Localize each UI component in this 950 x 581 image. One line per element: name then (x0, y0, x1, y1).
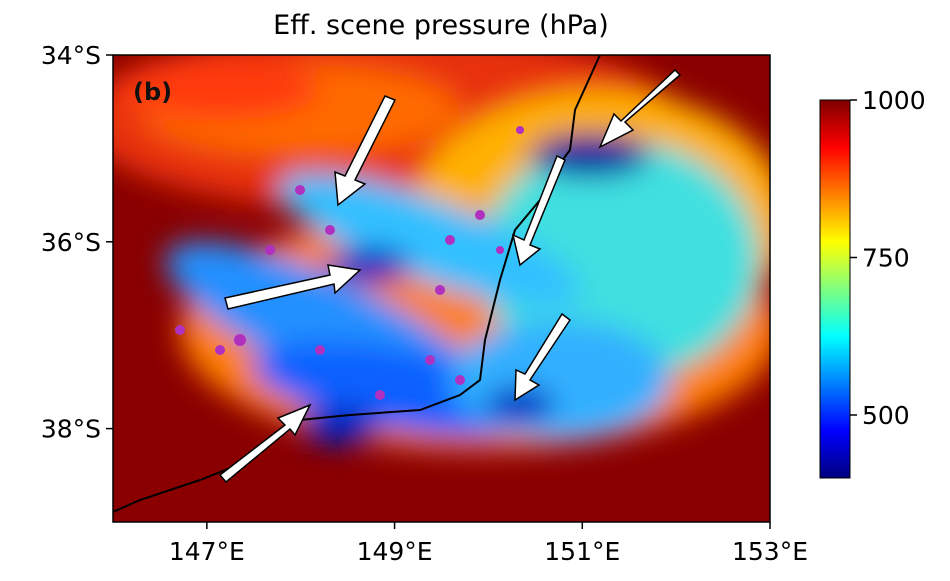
colorbar-tick-label: 750 (862, 244, 910, 273)
y-tick-label: 38°S (41, 415, 101, 444)
pressure-field (113, 55, 770, 522)
x-tick-label: 151°E (544, 537, 620, 566)
title: Eff. scene pressure (hPa) (273, 10, 609, 41)
x-tick-label: 147°E (169, 537, 245, 566)
x-tick-label: 153°E (732, 537, 808, 566)
colorbar-tick-label: 1000 (862, 86, 926, 115)
y-tick-label: 34°S (41, 41, 101, 70)
x-tick-label: 149°E (357, 537, 433, 566)
map-frame (112, 54, 771, 523)
panel-label: (b) (133, 78, 172, 106)
colorbar (819, 99, 851, 479)
colorbar-tick-label: 500 (862, 401, 910, 430)
y-tick-label: 36°S (41, 228, 101, 257)
